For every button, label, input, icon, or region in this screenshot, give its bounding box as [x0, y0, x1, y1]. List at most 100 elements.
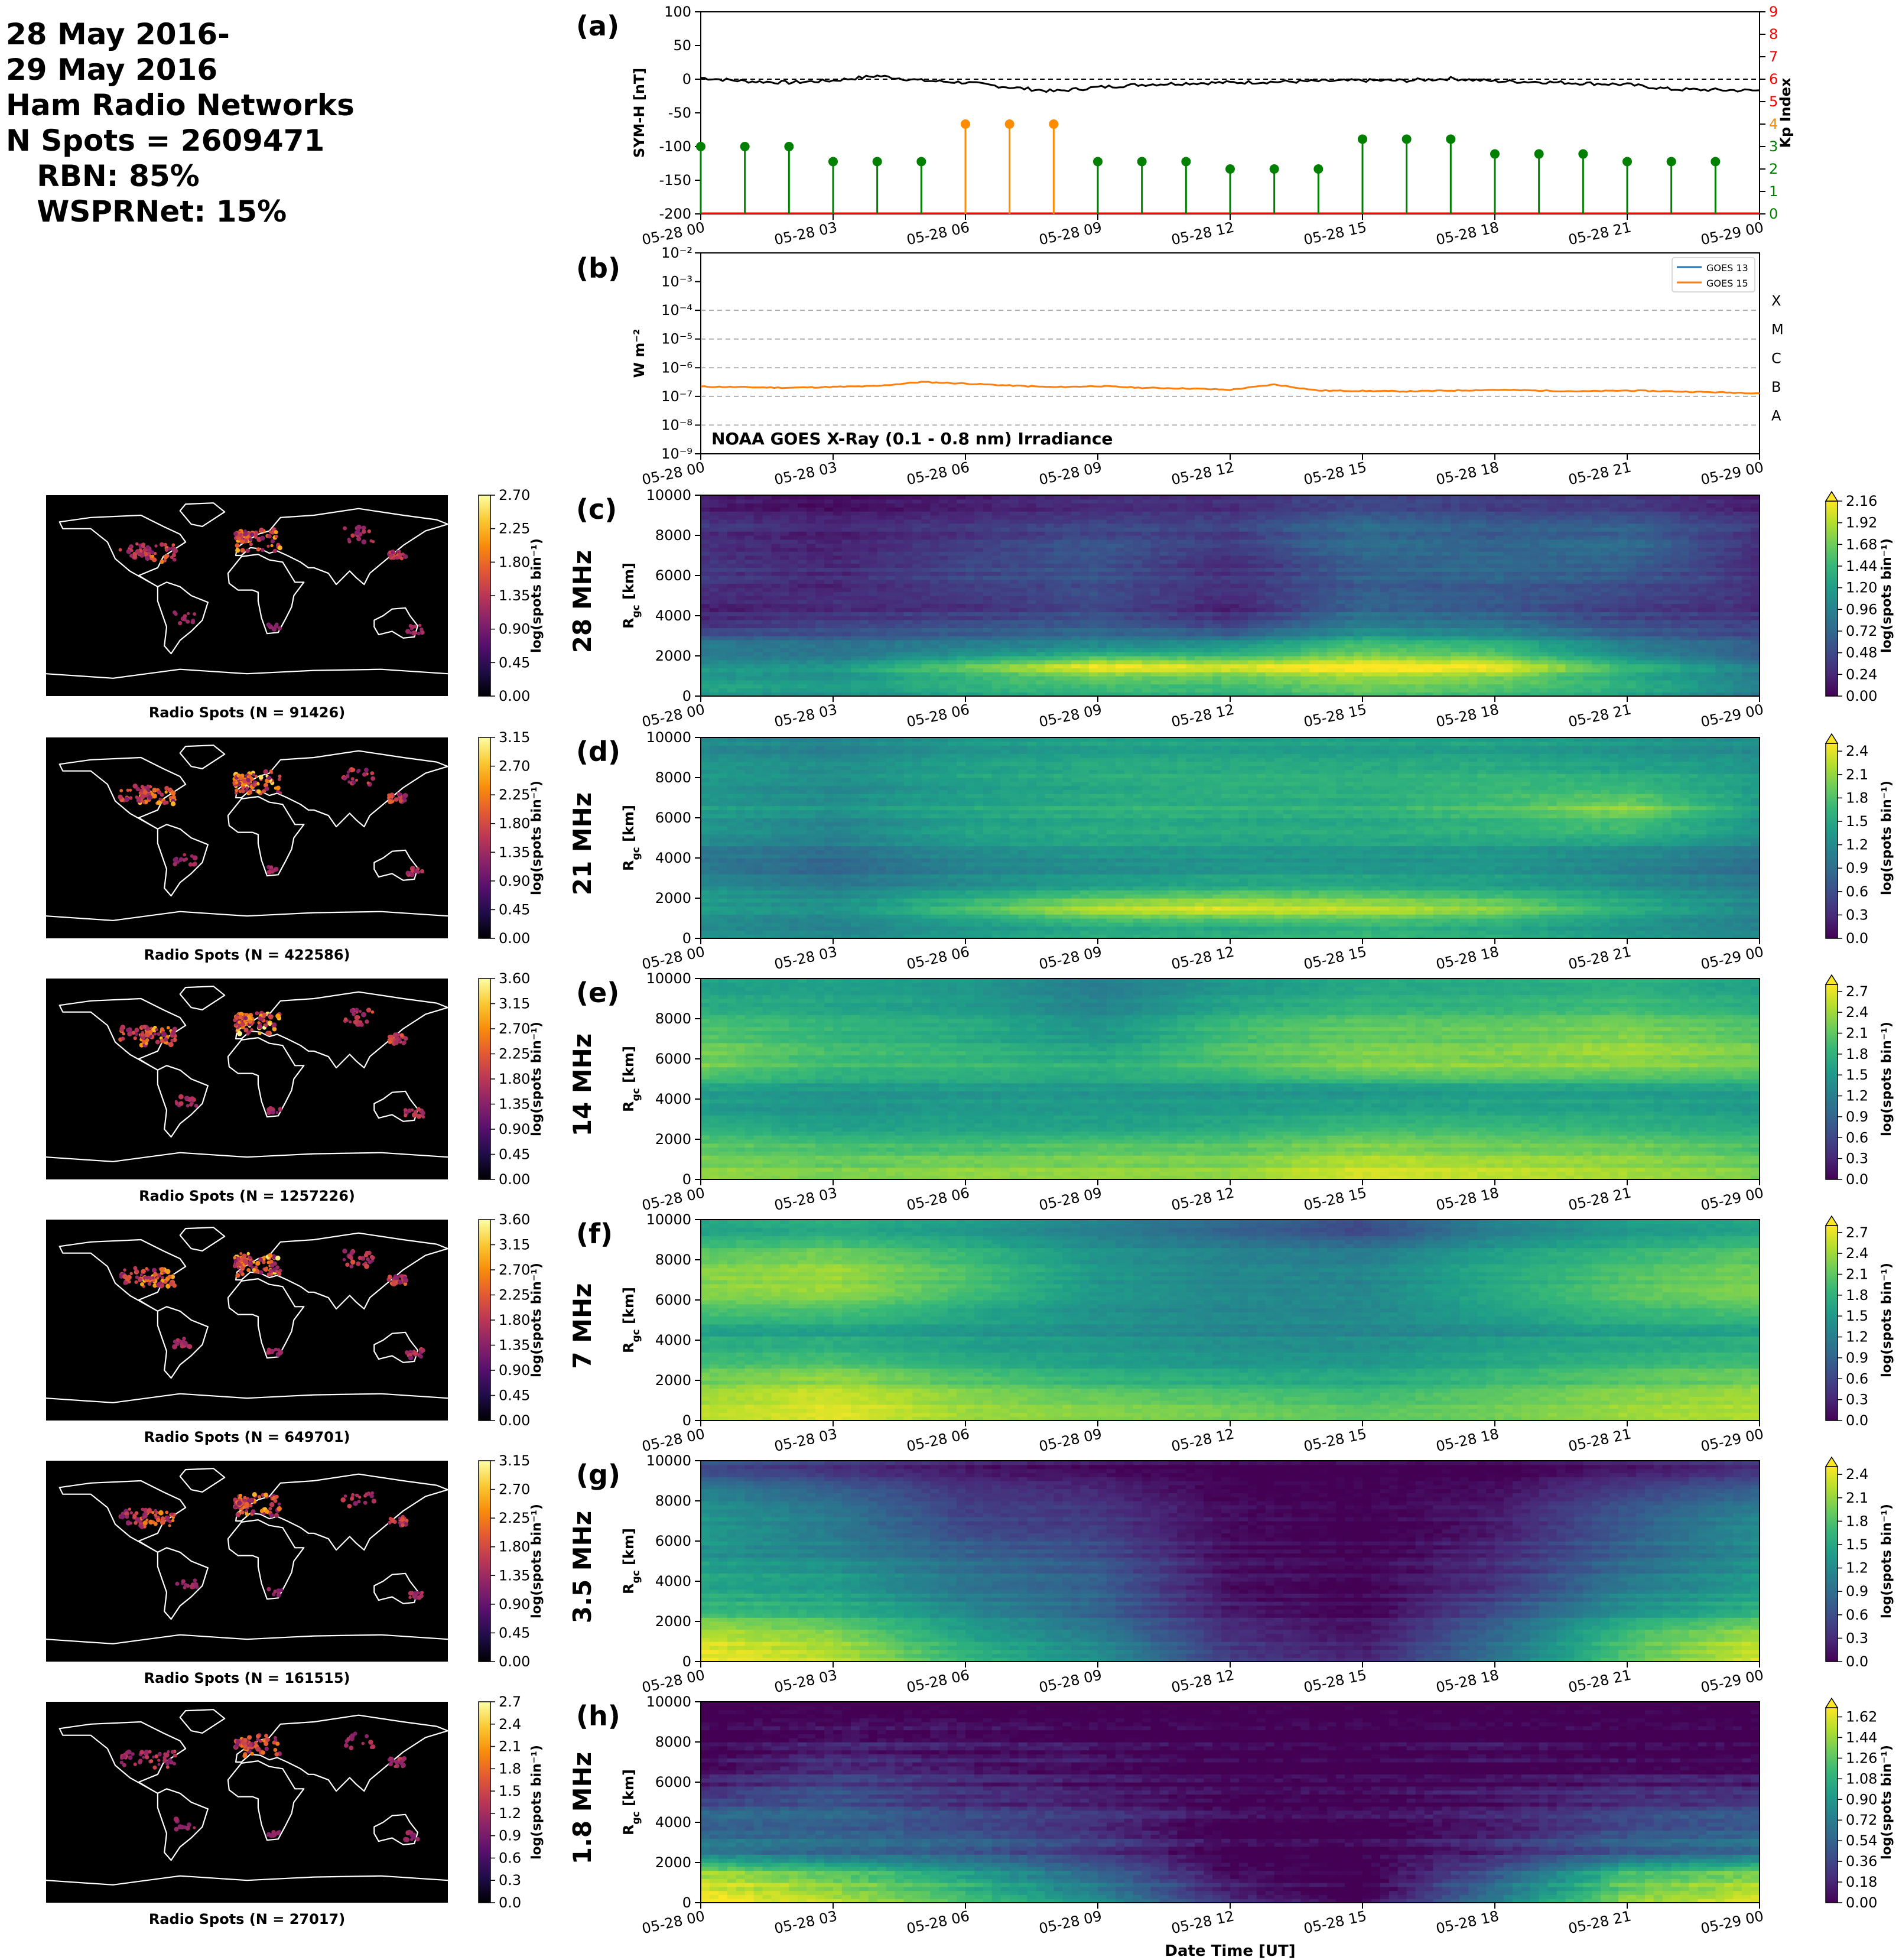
heatmap-cell: [912, 656, 922, 660]
heatmap-cell: [833, 672, 843, 676]
heatmap-cell: [815, 660, 825, 664]
heatmap-cell: [957, 652, 966, 656]
heatmap-cell: [1071, 676, 1081, 680]
heatmap-cell: [1530, 676, 1540, 680]
heatmap-cell: [1363, 652, 1372, 656]
heatmap-cell: [780, 648, 789, 652]
spot-marker: [235, 548, 240, 552]
heatmap-cell: [1513, 660, 1522, 664]
heatmap-cell: [1283, 664, 1293, 668]
spot-marker: [151, 554, 154, 557]
heatmap-cell: [1257, 668, 1266, 672]
heatmap-cell: [895, 664, 905, 668]
heatmap-cell: [1027, 688, 1037, 692]
heatmap-cell: [1053, 688, 1063, 692]
heatmap-cell: [1133, 648, 1143, 652]
heatmap-cell: [1425, 652, 1434, 656]
heatmap-cell: [1221, 656, 1231, 660]
spot-marker: [259, 528, 264, 532]
heatmap-cell: [718, 648, 728, 652]
heatmap-cell: [1168, 648, 1178, 652]
heatmap-cell: [736, 652, 746, 656]
heatmap-cell: [1133, 680, 1143, 684]
heatmap-cell: [1001, 668, 1010, 672]
heatmap-cell: [1654, 656, 1663, 660]
heatmap-cell: [789, 680, 798, 684]
heatmap-cell: [1116, 688, 1125, 692]
heatmap-cell: [815, 688, 825, 692]
spot-marker: [186, 620, 190, 624]
heatmap-cell: [1160, 680, 1169, 684]
heatmap-cell: [1698, 652, 1707, 656]
spot-marker: [240, 548, 245, 552]
heatmap-cell: [1627, 664, 1637, 668]
heatmap-cell: [895, 660, 905, 664]
heatmap-cell: [1309, 680, 1319, 684]
heatmap-cell: [710, 652, 719, 656]
heatmap-cell: [1010, 652, 1019, 656]
heatmap-cell: [1742, 652, 1751, 656]
heatmap-cell: [736, 664, 746, 668]
heatmap-cell: [1398, 672, 1407, 676]
heatmap-cell: [1107, 656, 1116, 660]
heatmap-cell: [1513, 676, 1522, 680]
heatmap-cell: [1089, 668, 1098, 672]
heatmap-cell: [1680, 676, 1690, 680]
heatmap-cell: [1398, 664, 1407, 668]
spot-marker: [267, 534, 271, 538]
heatmap-cell: [1477, 672, 1487, 676]
heatmap-cell: [1283, 684, 1293, 688]
heatmap-cell: [886, 688, 896, 692]
heatmap-cell: [1459, 660, 1469, 664]
heatmap-cell: [1654, 684, 1663, 688]
heatmap-cell: [1548, 664, 1557, 668]
heatmap-cell: [1583, 680, 1592, 684]
heatmap-cell: [1230, 648, 1240, 652]
heatmap-cell: [1221, 652, 1231, 656]
heatmap-cell: [1001, 676, 1010, 680]
heatmap-cell: [1486, 656, 1495, 660]
heatmap-cell: [1425, 648, 1434, 652]
heatmap-cell: [1195, 652, 1204, 656]
heatmap-cell: [921, 648, 931, 652]
heatmap-cell: [869, 672, 878, 676]
heatmap-cell: [1654, 668, 1663, 672]
heatmap-cell: [1425, 680, 1434, 684]
heatmap-cell: [1468, 676, 1478, 680]
heatmap-cell: [1451, 684, 1460, 688]
flare-class-label: B: [1771, 379, 1781, 395]
heatmap-cell: [763, 684, 772, 688]
heatmap-cell: [1001, 656, 1010, 660]
heatmap-cell: [1672, 660, 1681, 664]
heatmap-cell: [1751, 656, 1760, 660]
heatmap-cell: [1451, 672, 1460, 676]
heatmap-cell: [727, 656, 737, 660]
heatmap-cell: [983, 676, 993, 680]
heatmap-cell: [1036, 668, 1045, 672]
heatmap-cell: [1212, 684, 1222, 688]
legend-entry-goes13: GOES 13: [1706, 262, 1748, 274]
heatmap-cell: [1521, 676, 1531, 680]
heatmap-cell: [1027, 676, 1037, 680]
heatmap-cell: [1027, 660, 1037, 664]
heatmap-cell: [1627, 656, 1637, 660]
heatmap-cell: [869, 656, 878, 660]
heatmap-cell: [903, 688, 913, 692]
heatmap-cell: [1539, 684, 1549, 688]
heatmap-cell: [1142, 672, 1152, 676]
spot-marker: [343, 526, 347, 531]
heatmap-cell: [992, 652, 1001, 656]
heatmap-cell: [1186, 688, 1195, 692]
heatmap-cell: [1010, 668, 1019, 672]
kp-marker: [1005, 119, 1014, 129]
heatmap-cell: [1689, 668, 1699, 672]
heatmap-cell: [1592, 652, 1601, 656]
heatmap-cell: [1062, 664, 1072, 668]
heatmap-cell: [1425, 660, 1434, 664]
heatmap-cell: [1142, 656, 1152, 660]
heatmap-cell: [1698, 680, 1707, 684]
heatmap-cell: [1168, 684, 1178, 688]
heatmap-cell: [1698, 656, 1707, 660]
heatmap-cell: [1204, 676, 1213, 680]
kp-marker: [1490, 149, 1500, 159]
